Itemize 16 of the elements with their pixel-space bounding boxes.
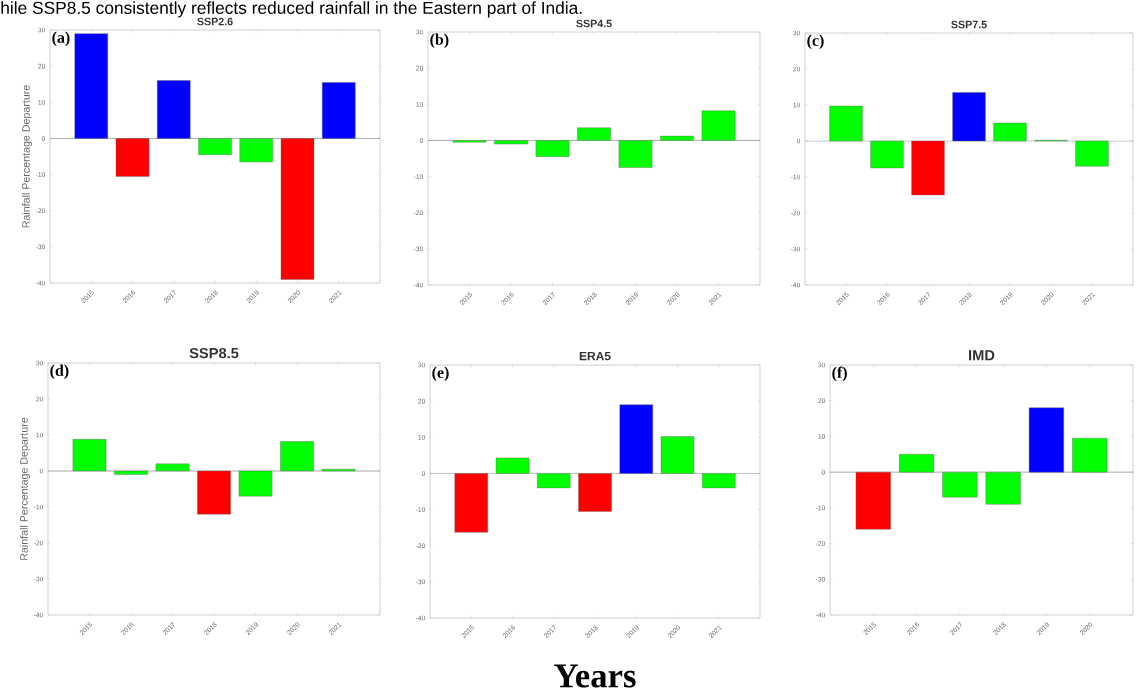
chart-title: SSP8.5	[189, 347, 239, 359]
annotation: (d)	[50, 364, 69, 380]
chart-title: ERA5	[579, 351, 611, 361]
chart-title: SSP2.6	[197, 17, 233, 26]
chart-title: IMD	[969, 350, 995, 361]
text: hile SSP8.5 consistently reflects reduced rainfall in the Eastern part of India.	[1, 1, 582, 18]
annotation: (f)	[832, 366, 847, 382]
annotation: (c)	[807, 34, 824, 50]
annotation: (e)	[432, 366, 449, 382]
annotation: (a)	[52, 31, 70, 47]
chart-title: SSP4.5	[576, 19, 612, 28]
y-axis-title: Rainfall Percentage Departure	[21, 85, 32, 228]
chart-title: SSP7.5	[951, 20, 987, 29]
annotation: (b)	[430, 33, 449, 49]
x-axis-title: Years	[554, 664, 636, 688]
y-axis-title: Rainfall Percentage Departure	[19, 417, 30, 560]
